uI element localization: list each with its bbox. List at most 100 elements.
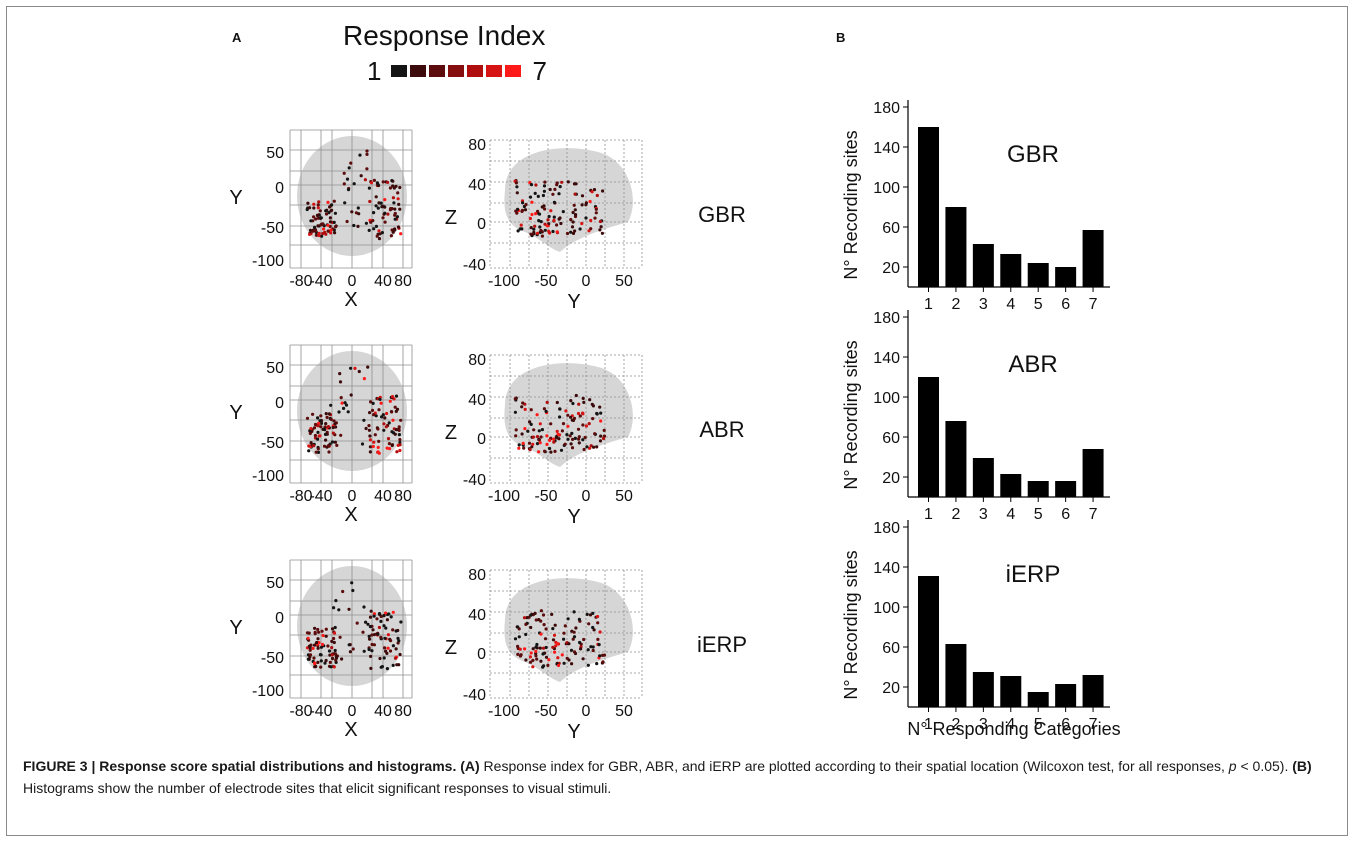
electrode-dot xyxy=(372,440,376,444)
electrode-dot xyxy=(593,432,597,436)
electrode-dot xyxy=(333,625,337,630)
electrode-dot xyxy=(347,643,351,647)
electrode-dot xyxy=(319,216,323,220)
electrode-dot xyxy=(397,663,401,667)
electrode-dot xyxy=(332,220,336,224)
histogram-y-tick: 180 xyxy=(873,520,900,537)
histogram-y-tick: 60 xyxy=(882,640,900,657)
electrode-dot xyxy=(555,429,559,433)
electrode-dot xyxy=(307,644,311,648)
electrode-dot xyxy=(394,409,398,413)
sagittal-plot-abr xyxy=(489,354,643,484)
electrode-dot xyxy=(324,627,328,631)
electrode-dot xyxy=(572,203,576,207)
electrode-dot xyxy=(547,214,551,219)
electrode-dot xyxy=(330,646,334,650)
histogram-bar xyxy=(918,576,939,707)
sagittal-x-label: Y xyxy=(567,291,580,313)
electrode-dot xyxy=(551,192,555,196)
histogram-bar xyxy=(1027,481,1049,497)
histogram-x-tick: 1 xyxy=(924,296,933,313)
electrode-dot xyxy=(342,182,346,186)
electrode-dot xyxy=(390,207,394,211)
electrode-dot xyxy=(534,645,538,649)
electrode-dot xyxy=(566,424,570,428)
electrode-dot xyxy=(566,180,570,184)
electrode-dot xyxy=(317,233,321,238)
electrode-dot xyxy=(573,208,577,212)
electrode-dot xyxy=(569,230,573,234)
electrode-dot xyxy=(566,437,570,441)
electrode-dot xyxy=(318,419,322,423)
electrode-dot xyxy=(557,217,561,221)
electrode-dot xyxy=(540,234,545,238)
electrode-dot xyxy=(544,409,548,413)
histogram-title-ierp: iERP xyxy=(1006,561,1061,588)
electrode-dot xyxy=(343,401,347,405)
electrode-dot xyxy=(312,444,316,448)
electrode-dot xyxy=(564,409,568,413)
electrode-dot xyxy=(580,203,584,207)
electrode-dot xyxy=(349,393,353,397)
electrode-dot xyxy=(572,650,577,654)
electrode-dot xyxy=(324,422,328,426)
electrode-dot xyxy=(524,632,528,637)
axial-y-tick: 50 xyxy=(266,145,284,162)
electrode-dot xyxy=(545,224,549,228)
electrode-dot xyxy=(601,660,605,664)
electrode-dot xyxy=(338,635,342,639)
electrode-dot xyxy=(552,633,557,637)
electrode-dot xyxy=(531,665,535,669)
electrode-dot xyxy=(551,645,555,649)
electrode-dot xyxy=(517,446,521,450)
electrode-dot xyxy=(324,658,328,663)
electrode-dot xyxy=(369,654,373,659)
electrode-dot xyxy=(324,634,328,638)
electrode-dot xyxy=(344,403,349,407)
electrode-dot xyxy=(531,435,536,439)
electrode-dot xyxy=(519,223,523,227)
electrode-dot xyxy=(528,195,533,199)
histogram-x-tick: 5 xyxy=(1034,296,1043,313)
electrode-dot xyxy=(320,629,324,633)
electrode-dot xyxy=(529,660,533,664)
electrode-dot xyxy=(555,223,559,227)
electrode-dot xyxy=(375,617,379,621)
electrode-dot xyxy=(371,444,375,449)
electrode-dot xyxy=(363,178,367,182)
electrode-dot xyxy=(350,581,354,585)
electrode-dot xyxy=(529,183,534,187)
electrode-dot xyxy=(549,450,553,454)
electrode-dot xyxy=(528,420,532,424)
electrode-dot xyxy=(560,429,565,433)
electrode-dot xyxy=(318,209,322,213)
electrode-dot xyxy=(382,614,386,618)
electrode-dot xyxy=(572,635,577,639)
sagittal-x-tick: 50 xyxy=(615,273,633,290)
histogram-x-tick: 3 xyxy=(979,506,988,523)
response-index-swatch-1 xyxy=(391,65,408,77)
electrode-dot xyxy=(374,224,378,228)
electrode-dot xyxy=(588,446,592,450)
electrode-dot xyxy=(595,662,599,666)
electrode-dot xyxy=(391,418,395,422)
histogram-bar xyxy=(1082,230,1104,287)
electrode-dot xyxy=(343,201,347,205)
electrode-dot xyxy=(535,231,540,235)
electrode-dot xyxy=(577,402,581,406)
electrode-dot xyxy=(332,636,336,641)
electrode-dot xyxy=(584,424,589,428)
electrode-dot xyxy=(514,181,519,185)
sagittal-y-label: Z xyxy=(445,422,457,444)
sagittal-x-tick: 0 xyxy=(582,703,591,720)
axial-x-tick: 80 xyxy=(394,488,412,505)
electrode-dot xyxy=(370,408,375,412)
histogram-x-tick: 3 xyxy=(979,296,988,313)
electrode-dot xyxy=(305,631,310,635)
sagittal-y-tick: 0 xyxy=(477,216,486,233)
electrode-dot xyxy=(314,233,318,237)
electrode-dot xyxy=(323,432,328,436)
sagittal-y-tick: 80 xyxy=(468,352,486,369)
electrode-dot xyxy=(545,434,549,438)
electrode-dot xyxy=(574,393,578,398)
